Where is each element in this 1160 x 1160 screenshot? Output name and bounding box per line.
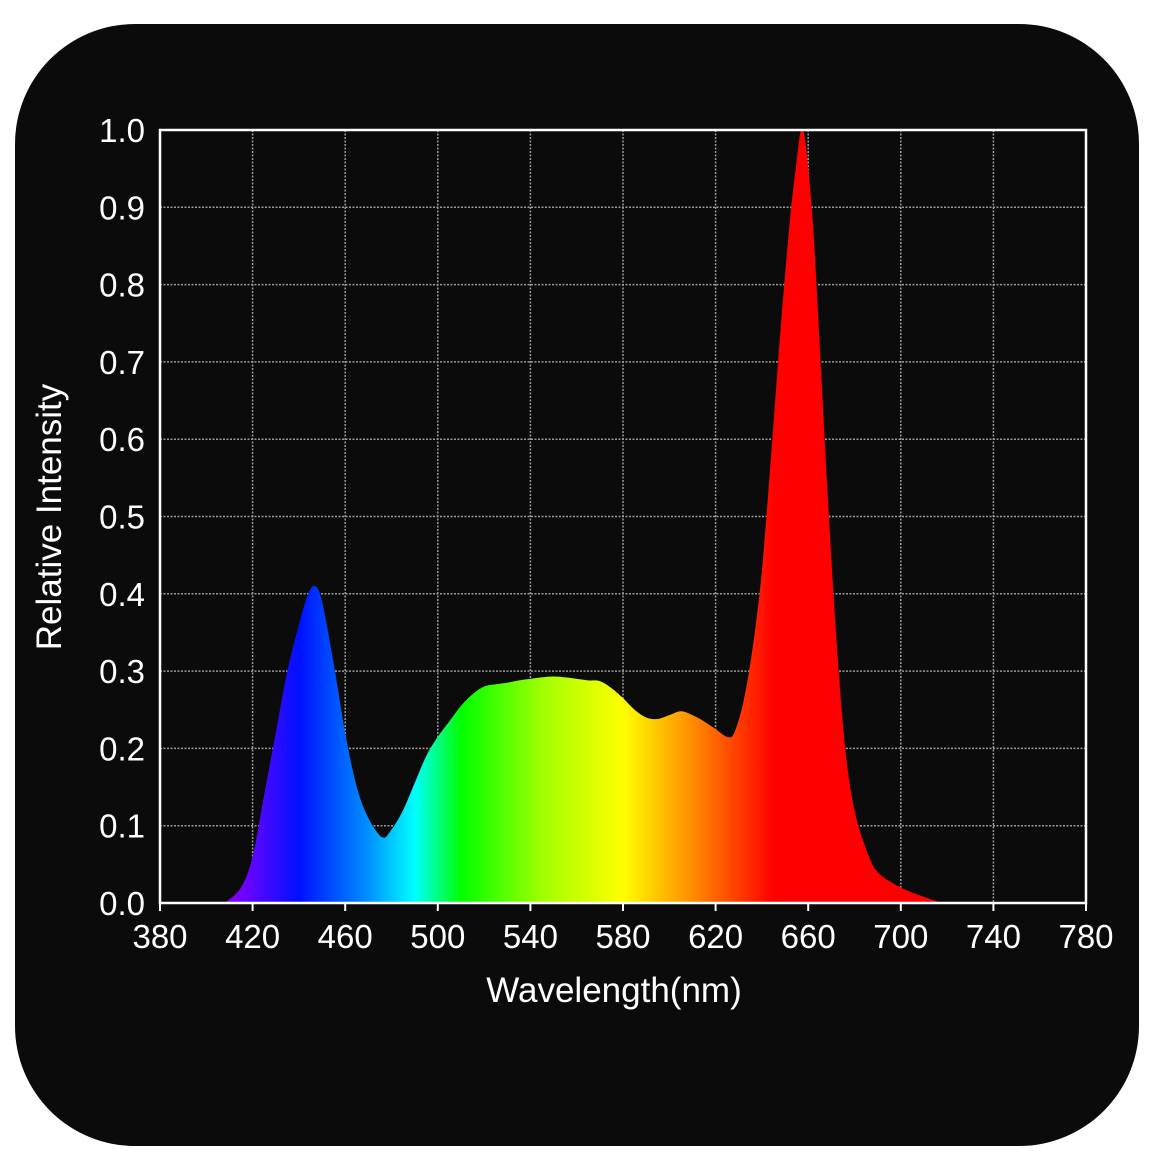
chart-panel [15, 24, 1139, 1146]
x-tick-label: 700 [873, 918, 928, 955]
x-tick-label: 660 [781, 918, 836, 955]
y-tick-label: 0.0 [99, 885, 145, 922]
y-tick-label: 0.3 [99, 653, 145, 690]
y-tick-label: 1.0 [99, 112, 145, 149]
y-tick-label: 0.9 [99, 189, 145, 226]
x-axis-label: Wavelength(nm) [486, 971, 741, 1010]
x-tick-label: 620 [688, 918, 743, 955]
x-tick-label: 380 [132, 918, 187, 955]
x-tick-label: 500 [410, 918, 465, 955]
x-tick-label: 780 [1058, 918, 1113, 955]
y-tick-label: 0.6 [99, 421, 145, 458]
y-tick-label: 0.4 [99, 576, 145, 613]
y-tick-label: 0.1 [99, 808, 145, 845]
spectrum-area [224, 129, 943, 903]
x-tick-label: 740 [966, 918, 1021, 955]
y-tick-label: 0.5 [99, 499, 145, 536]
y-axis-label: Relative Intensity [30, 383, 69, 650]
y-tick-label: 0.8 [99, 267, 145, 304]
x-tick-label: 460 [318, 918, 373, 955]
x-tick-label: 540 [503, 918, 558, 955]
x-tick-label: 420 [225, 918, 280, 955]
x-tick-label: 580 [595, 918, 650, 955]
axis-ticks: 380 420 460 500 540 580 620 660 700 740 780 0.0 0.1 0… [99, 112, 1113, 955]
y-tick-label: 0.2 [99, 730, 145, 767]
y-tick-label: 0.7 [99, 344, 145, 381]
